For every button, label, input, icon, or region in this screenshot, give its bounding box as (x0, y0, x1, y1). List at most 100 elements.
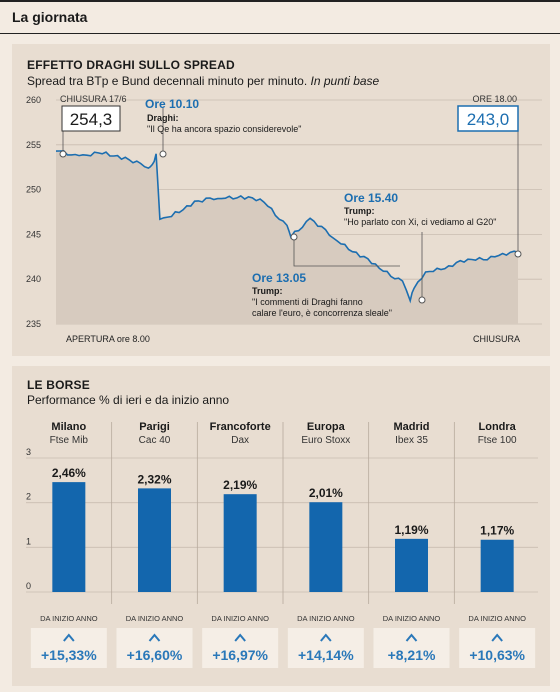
market-value-label: 2,32% (137, 472, 171, 486)
ann-1540-marker (418, 296, 426, 304)
ytd-label: DA INIZIO ANNO (468, 614, 526, 623)
ytd-value: +10,63% (469, 647, 525, 663)
market-value-label: 2,19% (223, 478, 257, 492)
borse-y-tick: 2 (26, 492, 31, 502)
market-column: Francoforte Dax 2,19% DA INIZIO ANNO +16,97% (196, 421, 279, 668)
spread-line (55, 149, 519, 304)
caret-up-icon (491, 633, 503, 642)
borse-y-ticks: 3 2 1 0 (26, 447, 31, 591)
ytd-label: DA INIZIO ANNO (40, 614, 98, 623)
ann-1010-who: Draghi: (147, 113, 179, 123)
spread-chart: 260 255 250 245 240 235 CHIUSURA 17/6 254,3 O… (26, 94, 542, 344)
ann-1305-quote-2: calare l'euro, è concorrenza sleale" (252, 308, 392, 318)
market-column: Milano Ftse Mib 2,46% DA INIZIO ANNO +15,33% (30, 421, 107, 668)
ytd-label: DA INIZIO ANNO (297, 614, 355, 623)
borse-y-tick: 1 (26, 536, 31, 546)
ann-1010-quote: "Il Qe ha ancora spazio considerevole" (147, 124, 301, 134)
borse-chart: 3 2 1 0 Milano Ftse Mib 2,46% DA INIZIO ANNO +1… (26, 421, 538, 668)
market-bar (395, 538, 428, 592)
borse-title: LE BORSE (27, 378, 90, 392)
ytd-value: +8,21% (388, 647, 436, 663)
close-value: 243,0 (467, 110, 510, 129)
market-index: Ftse 100 (478, 435, 517, 446)
market-column: Europa Euro Stoxx 2,01% DA INIZIO ANNO +14,1… (282, 421, 364, 668)
market-name: Madrid (393, 421, 429, 433)
market-index: Euro Stoxx (301, 435, 350, 446)
market-column: Londra Ftse 100 1,17% DA INIZIO ANNO +10,63% (453, 421, 536, 668)
ytd-value: +16,97% (212, 647, 268, 663)
spread-y-ticks: 260 255 250 245 240 235 (26, 95, 41, 329)
market-index: Ibex 35 (395, 435, 428, 446)
close-prev-marker (59, 150, 67, 158)
market-bar (480, 539, 514, 592)
ytd-value: +15,33% (41, 647, 97, 663)
borse-panel: LE BORSE Performance % di ieri e da iniz… (12, 366, 550, 686)
borse-y-tick: 0 (26, 581, 31, 591)
ytd-value: +14,14% (298, 647, 354, 663)
borse-columns: Milano Ftse Mib 2,46% DA INIZIO ANNO +15,33%… (30, 421, 536, 668)
market-column: Madrid Ibex 35 1,19% DA INIZIO ANNO +8,21% (368, 421, 450, 668)
ytd-label: DA INIZIO ANNO (126, 614, 184, 623)
spread-y-tick: 235 (26, 319, 41, 329)
caret-up-icon (405, 633, 418, 642)
market-name: Londra (479, 421, 517, 433)
market-value-label: 1,17% (480, 524, 514, 538)
spread-area (56, 150, 518, 324)
spread-subtitle-unit: In punti base (310, 74, 380, 88)
caret-up-icon (234, 633, 246, 642)
borse-y-tick: 3 (26, 447, 31, 457)
spread-title: EFFETTO DRAGHI SULLO SPREAD (27, 58, 235, 72)
ann-1305-quote-1: "I commenti di Draghi fanno (252, 297, 363, 307)
close-prev-label: CHIUSURA 17/6 (60, 94, 127, 104)
spread-panel: EFFETTO DRAGHI SULLO SPREAD Spread tra B… (12, 44, 550, 356)
ann-1010-time: Ore 10.10 (145, 97, 199, 111)
close-marker (514, 250, 522, 258)
market-value-label: 2,46% (52, 466, 86, 480)
market-name: Milano (51, 421, 86, 433)
close-prev-box (61, 105, 121, 132)
caret-up-icon (63, 633, 75, 642)
market-name: Francoforte (210, 421, 271, 433)
close-box (457, 105, 519, 132)
ann-1010-marker (159, 150, 167, 158)
close-prev-value: 254,3 (70, 110, 113, 129)
market-value-label: 2,01% (309, 486, 343, 500)
market-index: Ftse Mib (50, 435, 89, 446)
caret-up-icon (320, 633, 332, 642)
spread-y-tick: 255 (26, 140, 41, 150)
caret-up-icon (148, 633, 161, 642)
ytd-value: +16,60% (127, 647, 183, 663)
ann-1540-time: Ore 15.40 (344, 191, 398, 205)
borse-subtitle: Performance % di ieri e da inizio anno (27, 393, 230, 407)
spread-y-tick: 260 (26, 95, 41, 105)
ann-1540-who: Trump: (344, 206, 375, 216)
market-bar (309, 502, 343, 592)
spread-y-tick: 250 (26, 185, 41, 195)
market-index: Dax (231, 435, 249, 446)
spread-subtitle: Spread tra BTp e Bund decennali minuto p… (27, 74, 379, 88)
market-column: Parigi Cac 40 2,32% DA INIZIO ANNO +16,60% (111, 421, 193, 668)
x-end-label: CHIUSURA (473, 334, 520, 344)
ann-1540-quote: "Ho parlato con Xi, ci vediamo al G20" (344, 217, 496, 227)
market-bar (138, 488, 171, 592)
spread-subtitle-text: Spread tra BTp e Bund decennali minuto p… (27, 74, 308, 88)
market-name: Europa (307, 421, 346, 433)
market-bar (223, 494, 257, 592)
ytd-label: DA INIZIO ANNO (383, 614, 441, 623)
close-time-label: ORE 18.00 (472, 94, 517, 104)
x-start-label: APERTURA ore 8.00 (66, 334, 150, 344)
ann-1305-who: Trump: (252, 286, 283, 296)
ytd-label: DA INIZIO ANNO (211, 614, 269, 623)
page-header: La giornata (0, 0, 560, 34)
header-rule-bottom (0, 33, 560, 34)
borse-gridlines (26, 457, 538, 593)
market-bar (52, 482, 86, 592)
market-index: Cac 40 (139, 435, 171, 446)
header-rule-top (0, 0, 560, 2)
ann-1305-leader (293, 234, 400, 267)
market-name: Parigi (139, 421, 170, 433)
spread-y-tick: 240 (26, 274, 41, 284)
ann-1305-time: Ore 13.05 (252, 271, 306, 285)
market-value-label: 1,19% (394, 523, 428, 537)
ann-1305-marker (290, 233, 298, 241)
